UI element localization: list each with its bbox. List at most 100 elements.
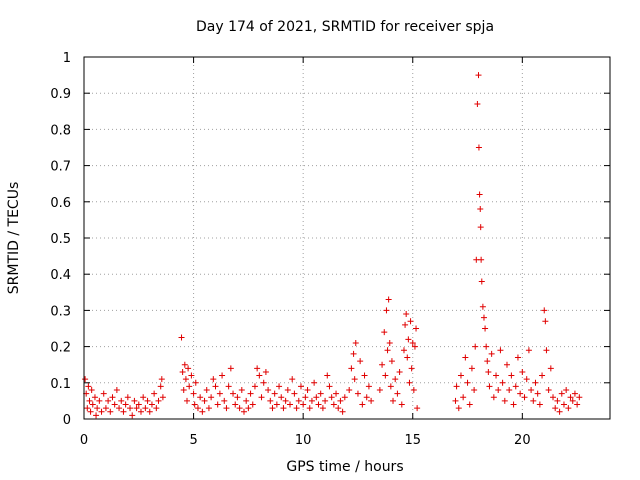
data-point — [223, 405, 230, 412]
data-point — [485, 368, 492, 375]
data-point — [359, 401, 366, 408]
data-point — [376, 387, 383, 394]
data-point — [243, 397, 250, 404]
data-point — [521, 394, 528, 401]
data-point — [387, 383, 394, 390]
data-point — [247, 390, 254, 397]
data-point — [102, 405, 109, 412]
data-point — [501, 397, 508, 404]
grid — [84, 57, 610, 419]
data-point — [565, 405, 572, 412]
data-point — [405, 336, 412, 343]
data-point — [383, 307, 390, 314]
data-point — [146, 408, 153, 415]
data-point — [514, 354, 521, 361]
y-tick-label: 0 — [63, 413, 71, 428]
data-point — [400, 347, 407, 354]
data-point — [385, 296, 392, 303]
data-point — [357, 358, 364, 365]
data-point — [96, 397, 103, 404]
data-point — [414, 405, 421, 412]
y-tick-label: 1 — [63, 51, 71, 66]
data-point — [365, 383, 372, 390]
plot-frame — [83, 56, 611, 420]
data-point — [453, 383, 460, 390]
data-point — [180, 387, 187, 394]
data-point — [276, 383, 283, 390]
y-axis-ticks: 0 0.1 0.2 0.3 0.4 0.5 0.6 0.7 0.8 0.9 1 — [50, 51, 610, 428]
data-point — [339, 408, 346, 415]
data-point — [155, 397, 162, 404]
data-point — [396, 368, 403, 375]
data-point — [129, 412, 136, 419]
data-point — [124, 394, 131, 401]
data-point — [315, 401, 322, 408]
data-point — [394, 390, 401, 397]
data-point — [86, 397, 93, 404]
data-point — [158, 376, 165, 383]
data-point — [478, 256, 485, 263]
data-point — [571, 390, 578, 397]
data-point — [388, 358, 395, 365]
data-point — [348, 365, 355, 372]
data-point — [506, 387, 513, 394]
data-point — [201, 397, 208, 404]
data-point — [517, 390, 524, 397]
data-point — [542, 318, 549, 325]
data-point — [157, 383, 164, 390]
data-point — [409, 339, 416, 346]
data-point — [190, 390, 197, 397]
data-point — [291, 390, 298, 397]
data-point — [476, 191, 483, 198]
data-point — [351, 376, 358, 383]
y-tick-label: 0.7 — [50, 160, 71, 175]
data-point — [404, 354, 411, 361]
data-point — [512, 383, 519, 390]
y-tick-label: 0.1 — [50, 377, 71, 392]
data-point — [326, 383, 333, 390]
data-point — [234, 394, 241, 401]
data-point — [324, 372, 331, 379]
data-point — [552, 405, 559, 412]
data-point — [282, 397, 289, 404]
data-point — [510, 401, 517, 408]
data-point — [273, 401, 280, 408]
y-tick-label: 0.9 — [50, 87, 71, 102]
data-point — [111, 401, 118, 408]
data-point — [144, 397, 151, 404]
data-point — [219, 372, 226, 379]
data-point — [295, 397, 302, 404]
data-point — [153, 405, 160, 412]
data-point — [302, 394, 309, 401]
data-point — [497, 347, 504, 354]
data-point — [258, 394, 265, 401]
data-points — [82, 72, 583, 419]
data-point — [214, 401, 221, 408]
data-point — [508, 372, 515, 379]
data-point — [519, 368, 526, 375]
data-point — [317, 390, 324, 397]
data-point — [413, 325, 420, 332]
data-point — [328, 394, 335, 401]
data-point — [116, 405, 123, 412]
data-point — [181, 361, 188, 368]
data-point — [539, 372, 546, 379]
data-point — [455, 405, 462, 412]
data-point — [576, 394, 583, 401]
data-point — [550, 394, 557, 401]
data-point — [457, 372, 464, 379]
data-point — [179, 368, 186, 375]
data-point — [477, 224, 484, 231]
data-point — [530, 397, 537, 404]
data-point — [194, 405, 201, 412]
data-point — [287, 401, 294, 408]
data-point — [140, 394, 147, 401]
data-point — [297, 383, 304, 390]
data-point — [558, 390, 565, 397]
data-point — [466, 401, 473, 408]
y-tick-label: 0.4 — [50, 268, 71, 283]
y-tick-label: 0.3 — [50, 304, 71, 319]
data-point — [523, 376, 530, 383]
